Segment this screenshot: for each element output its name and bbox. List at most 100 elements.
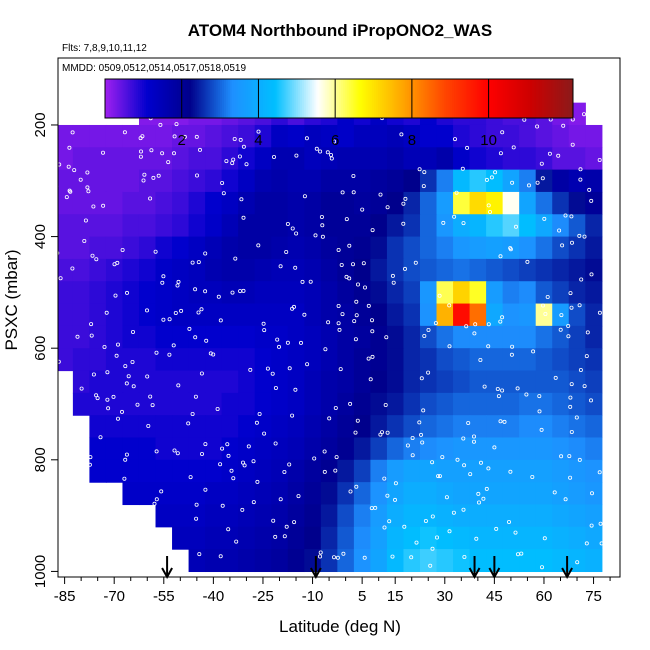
sample-point xyxy=(275,337,280,342)
colorbar-segment xyxy=(381,79,385,118)
heatmap-cell xyxy=(453,124,471,148)
x-tick-label: 75 xyxy=(585,588,602,605)
colorbar-segment xyxy=(120,79,124,118)
colorbar-segment xyxy=(454,79,457,118)
colorbar-segment xyxy=(268,79,272,118)
sample-point xyxy=(194,173,199,178)
flights-annotation: Flts: 7,8,9,10,11,12 xyxy=(62,43,147,54)
heatmap-cell xyxy=(238,147,256,171)
heatmap-cell xyxy=(172,147,190,171)
heatmap-cell xyxy=(519,415,537,439)
heatmap-cell xyxy=(453,392,471,416)
sample-point xyxy=(542,536,547,541)
heatmap-cell xyxy=(172,124,190,148)
heatmap-cell xyxy=(221,415,239,439)
heatmap-cell xyxy=(58,303,74,327)
heatmap-cell xyxy=(502,482,520,506)
heatmap-cell xyxy=(221,236,239,260)
heatmap-cell xyxy=(386,191,405,215)
colorbar-tick-label: 8 xyxy=(408,132,416,149)
heatmap-cell xyxy=(287,549,305,573)
heatmap-cell xyxy=(205,526,223,550)
sample-point xyxy=(333,468,338,473)
heatmap-cell xyxy=(320,258,338,282)
heatmap-cell xyxy=(72,303,91,327)
colorbar-segment xyxy=(397,79,400,118)
colorbar-segment xyxy=(157,79,161,118)
sample-point xyxy=(116,342,121,347)
heatmap-cell xyxy=(585,169,603,193)
heatmap-cell xyxy=(105,147,124,171)
heatmap-cell xyxy=(304,482,322,506)
heatmap-cell xyxy=(419,392,438,416)
sample-point xyxy=(314,146,319,151)
colorbar-segment xyxy=(208,79,211,118)
heatmap-cell xyxy=(486,504,504,528)
heatmap-cell xyxy=(122,415,140,439)
sample-point xyxy=(385,430,390,435)
sample-point xyxy=(199,371,204,376)
heatmap-cell xyxy=(502,303,520,327)
heatmap-cell xyxy=(205,236,223,260)
heatmap-cell xyxy=(271,169,289,193)
heatmap-cell xyxy=(386,459,405,483)
colorbar-segment xyxy=(153,79,157,118)
colorbar-segment xyxy=(479,79,482,118)
heatmap-cell xyxy=(287,325,305,349)
colorbar-segment xyxy=(500,79,504,118)
heatmap-cell xyxy=(205,415,223,439)
sample-point xyxy=(244,162,249,167)
heatmap-cell xyxy=(205,281,223,305)
colorbar-segment xyxy=(502,79,506,118)
heatmap-cell xyxy=(122,214,140,238)
colorbar-segment xyxy=(165,79,168,118)
heatmap-cell xyxy=(585,526,603,550)
heatmap-cell xyxy=(155,214,173,238)
heatmap-cell xyxy=(519,482,537,506)
colorbar-segment xyxy=(403,79,406,118)
sample-point xyxy=(370,354,375,359)
heatmap-cell xyxy=(122,370,140,394)
sample-point xyxy=(72,168,77,173)
chart-title: ATOM4 Northbound iPropONO2_WAS xyxy=(188,21,492,40)
heatmap-cell xyxy=(469,169,487,193)
sample-point xyxy=(154,449,159,454)
colorbar-segment xyxy=(138,79,141,118)
heatmap-cell xyxy=(205,124,223,148)
sample-point xyxy=(452,214,457,219)
colorbar-segment xyxy=(444,79,447,118)
sample-point xyxy=(410,435,415,440)
sample-point xyxy=(332,139,337,144)
heatmap-cell xyxy=(188,370,206,394)
colorbar-segment xyxy=(239,79,242,118)
heatmap-cell xyxy=(221,169,239,193)
sample-point xyxy=(589,523,594,528)
sample-point xyxy=(239,197,244,202)
heatmap-cell xyxy=(254,415,272,439)
colorbar-segment xyxy=(467,79,471,118)
sample-point xyxy=(502,419,507,424)
heatmap-cell xyxy=(238,459,256,483)
colorbar-segment xyxy=(528,79,531,118)
heatmap-cell xyxy=(535,258,553,282)
heatmap-cell xyxy=(254,147,272,171)
heatmap-cell xyxy=(535,549,553,573)
heatmap-cell xyxy=(386,415,405,439)
sample-point xyxy=(98,435,103,440)
sample-point xyxy=(441,220,446,225)
heatmap-cell xyxy=(155,303,173,327)
sample-point xyxy=(312,456,317,461)
heatmap-cell xyxy=(254,169,272,193)
heatmap-cell xyxy=(453,281,471,305)
heatmap-cell xyxy=(304,392,322,416)
sample-point xyxy=(362,285,367,290)
heatmap-cell xyxy=(535,526,553,550)
sample-point xyxy=(83,218,88,223)
heatmap-cell xyxy=(105,169,124,193)
heatmap-cell xyxy=(238,169,256,193)
sample-point xyxy=(525,259,530,264)
colorbar-segment xyxy=(514,79,517,118)
sample-point xyxy=(472,331,477,336)
sample-point xyxy=(584,541,589,546)
sample-point xyxy=(339,262,344,267)
